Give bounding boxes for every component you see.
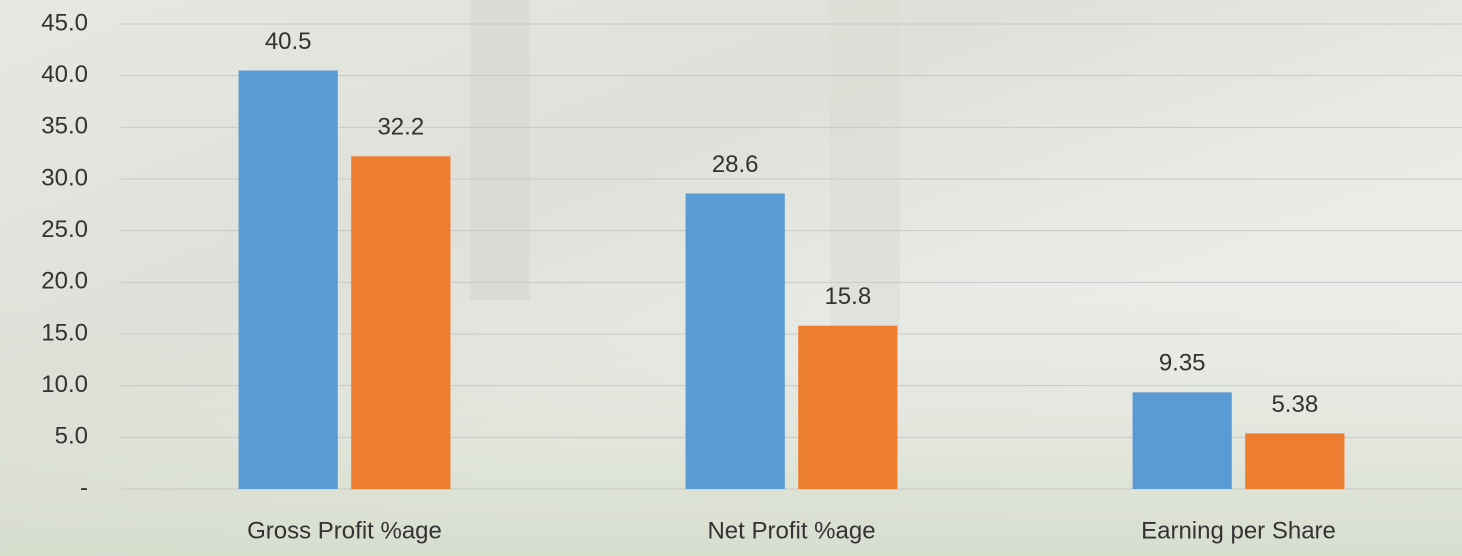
background-chimney bbox=[830, 0, 900, 330]
y-tick-label: 5.0 bbox=[55, 423, 88, 450]
bar bbox=[1245, 433, 1344, 489]
chart: - 5.0 10.0 15.0 20.0 25.0 30.0 35.0 40.0 45.0 Gros… bbox=[0, 0, 1462, 556]
data-label: 32.2 bbox=[377, 114, 424, 141]
y-tick-label: 40.0 bbox=[41, 61, 88, 88]
y-tick-label: - bbox=[80, 474, 88, 501]
bar bbox=[686, 193, 785, 489]
x-tick-label: Earning per Share bbox=[1141, 517, 1336, 544]
bar bbox=[351, 156, 450, 489]
data-label: 40.5 bbox=[265, 28, 312, 55]
bar bbox=[798, 326, 897, 489]
y-tick-label: 25.0 bbox=[41, 216, 88, 243]
y-tick-label: 45.0 bbox=[41, 9, 88, 36]
y-tick-label: 10.0 bbox=[41, 371, 88, 398]
bar bbox=[1133, 392, 1232, 489]
data-label: 5.38 bbox=[1271, 391, 1318, 418]
data-label: 9.35 bbox=[1159, 350, 1206, 377]
data-label: 15.8 bbox=[824, 283, 871, 310]
bar bbox=[239, 71, 338, 490]
y-tick-label: 15.0 bbox=[41, 319, 88, 346]
x-tick-label: Net Profit %age bbox=[707, 517, 875, 544]
background-chimney bbox=[470, 0, 530, 300]
y-tick-label: 30.0 bbox=[41, 164, 88, 191]
y-tick-label: 35.0 bbox=[41, 113, 88, 140]
y-tick-label: 20.0 bbox=[41, 268, 88, 295]
data-label: 28.6 bbox=[712, 151, 759, 178]
x-tick-label: Gross Profit %age bbox=[247, 517, 442, 544]
